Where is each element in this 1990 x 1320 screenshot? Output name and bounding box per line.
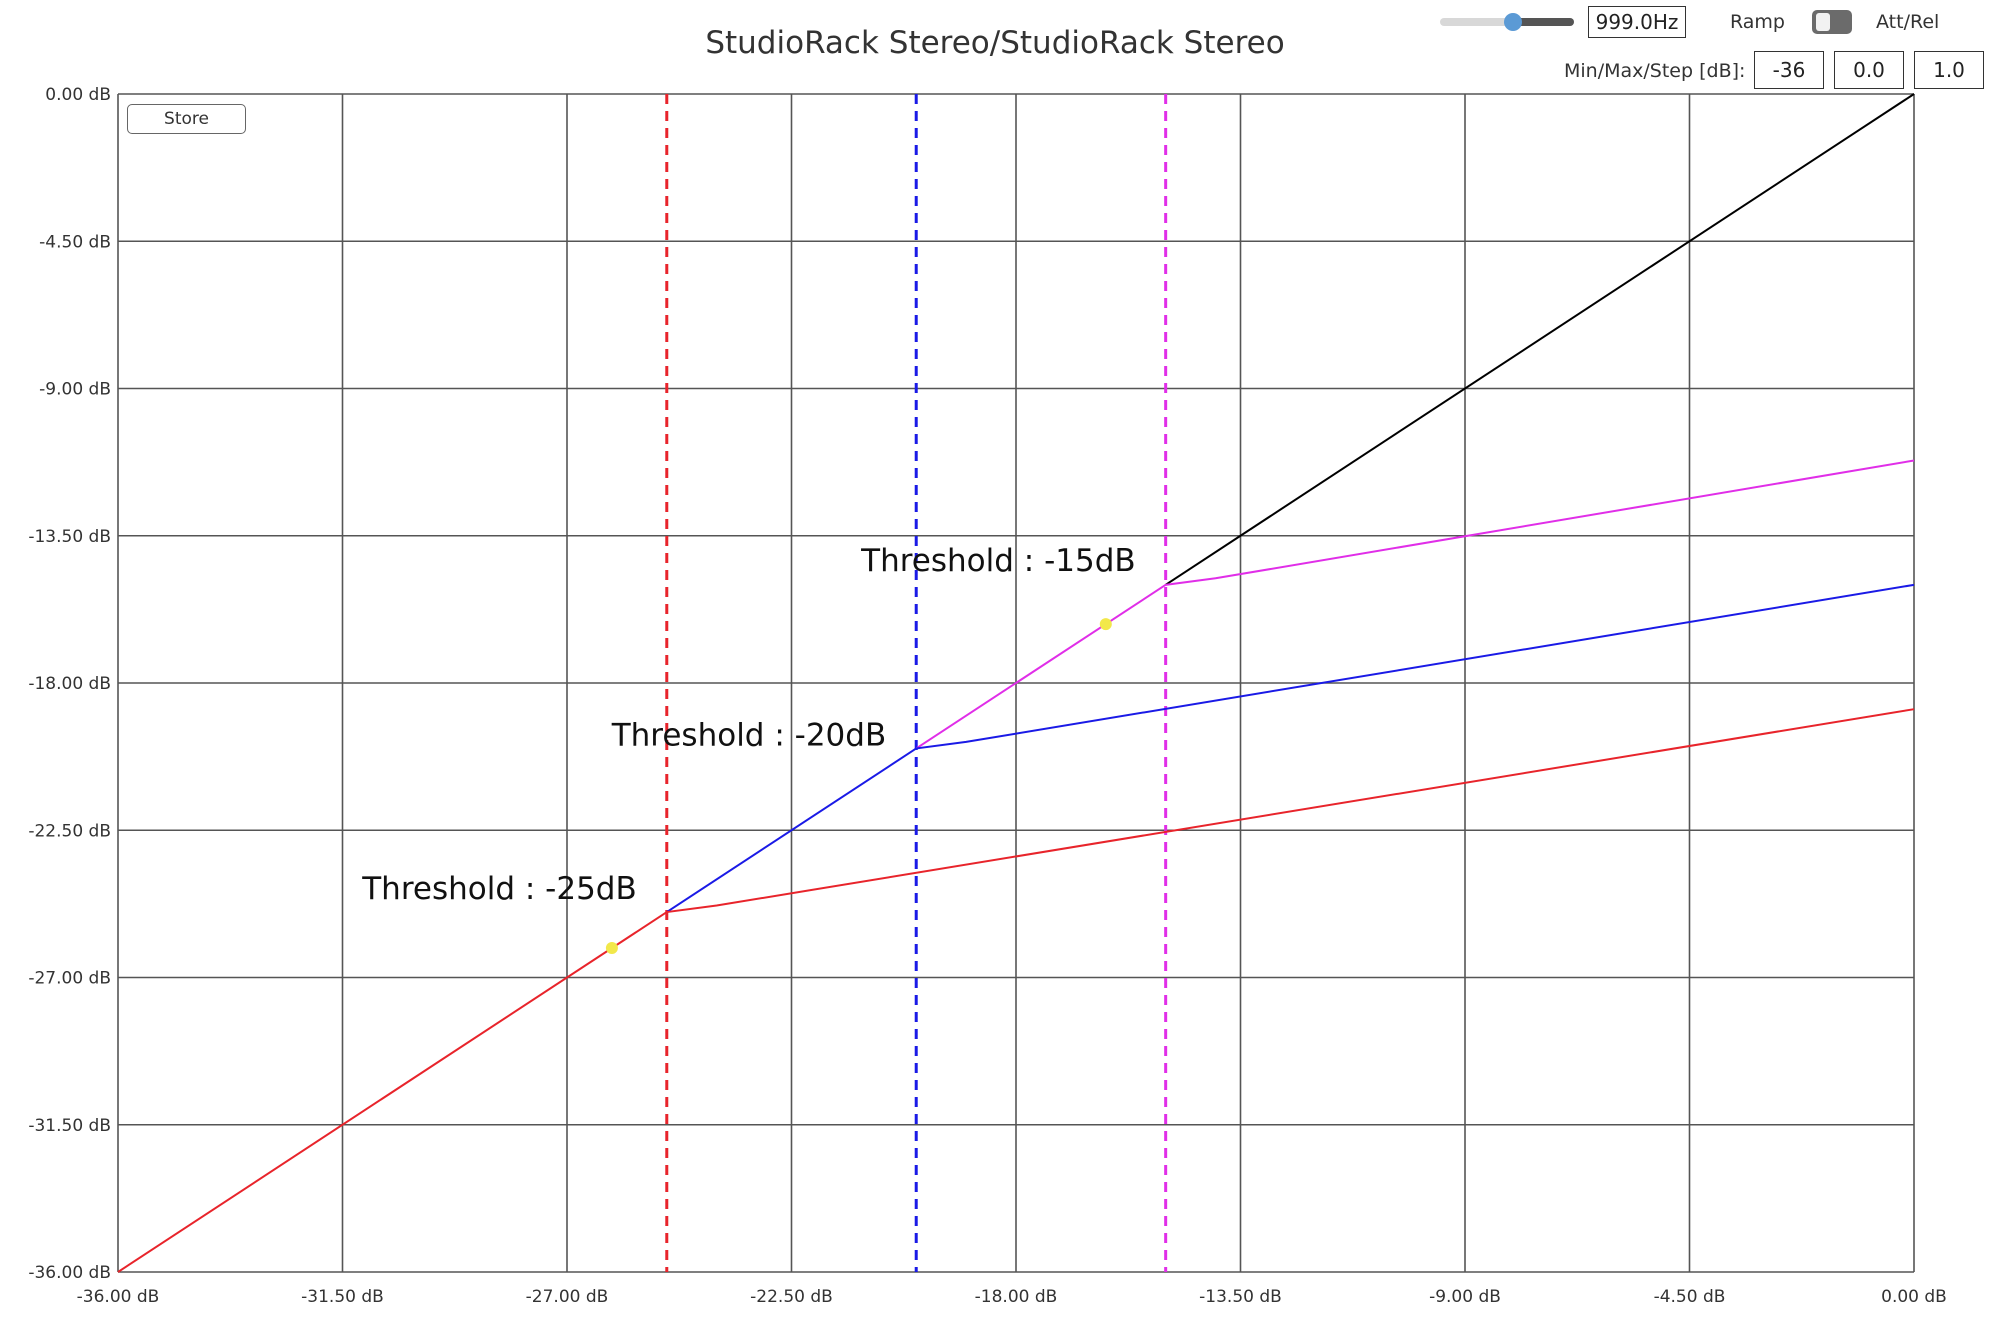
y-tick-label: -36.00 dB bbox=[28, 1263, 111, 1283]
x-tick-label: -18.00 dB bbox=[975, 1287, 1058, 1307]
frequency-slider-fill bbox=[1512, 18, 1574, 26]
y-tick-label: -13.50 dB bbox=[28, 527, 111, 547]
min-max-step-label: Min/Max/Step [dB]: bbox=[1564, 60, 1746, 82]
x-tick-label: -9.00 dB bbox=[1429, 1287, 1501, 1307]
y-tick-label: -31.50 dB bbox=[28, 1116, 111, 1136]
y-tick-label: -4.50 dB bbox=[39, 232, 111, 252]
x-tick-label: -36.00 dB bbox=[77, 1287, 160, 1307]
x-tick-label: -4.50 dB bbox=[1654, 1287, 1726, 1307]
y-tick-label: -27.00 dB bbox=[28, 969, 111, 989]
x-tick-label: 0.00 dB bbox=[1881, 1287, 1947, 1307]
x-tick-label: -13.50 dB bbox=[1199, 1287, 1282, 1307]
marker-point bbox=[605, 942, 618, 955]
threshold-annotation: Threshold : -25dB bbox=[361, 871, 637, 907]
x-tick-label: -22.50 dB bbox=[750, 1287, 833, 1307]
series-line-black bbox=[1165, 93, 1915, 586]
threshold-annotation: Threshold : -20dB bbox=[611, 717, 887, 753]
threshold-annotation: Threshold : -15dB bbox=[860, 543, 1136, 579]
y-tick-label: -18.00 dB bbox=[28, 674, 111, 694]
series-line-blue bbox=[666, 583, 1915, 913]
y-tick-label: -22.50 dB bbox=[28, 821, 111, 841]
x-tick-label: -27.00 dB bbox=[526, 1287, 609, 1307]
att-rel-toggle-knob bbox=[1816, 13, 1830, 31]
series-line-magenta bbox=[915, 459, 1915, 750]
max-input[interactable]: 0.0 bbox=[1834, 51, 1904, 89]
series-line-red bbox=[117, 708, 1915, 1273]
ramp-label: Ramp bbox=[1730, 11, 1785, 33]
y-tick-label: 0.00 dB bbox=[45, 85, 111, 105]
frequency-slider-handle[interactable] bbox=[1504, 13, 1522, 31]
chart-title: StudioRack Stereo/StudioRack Stereo bbox=[705, 25, 1285, 61]
store-button[interactable]: Store bbox=[127, 104, 246, 134]
min-input[interactable]: -36 bbox=[1754, 51, 1824, 89]
frequency-value[interactable]: 999.0Hz bbox=[1588, 6, 1686, 38]
step-input[interactable]: 1.0 bbox=[1914, 51, 1984, 89]
y-tick-label: -9.00 dB bbox=[39, 380, 111, 400]
att-rel-label: Att/Rel bbox=[1876, 11, 1940, 33]
x-tick-label: -31.50 dB bbox=[301, 1287, 384, 1307]
marker-point bbox=[1099, 618, 1112, 631]
